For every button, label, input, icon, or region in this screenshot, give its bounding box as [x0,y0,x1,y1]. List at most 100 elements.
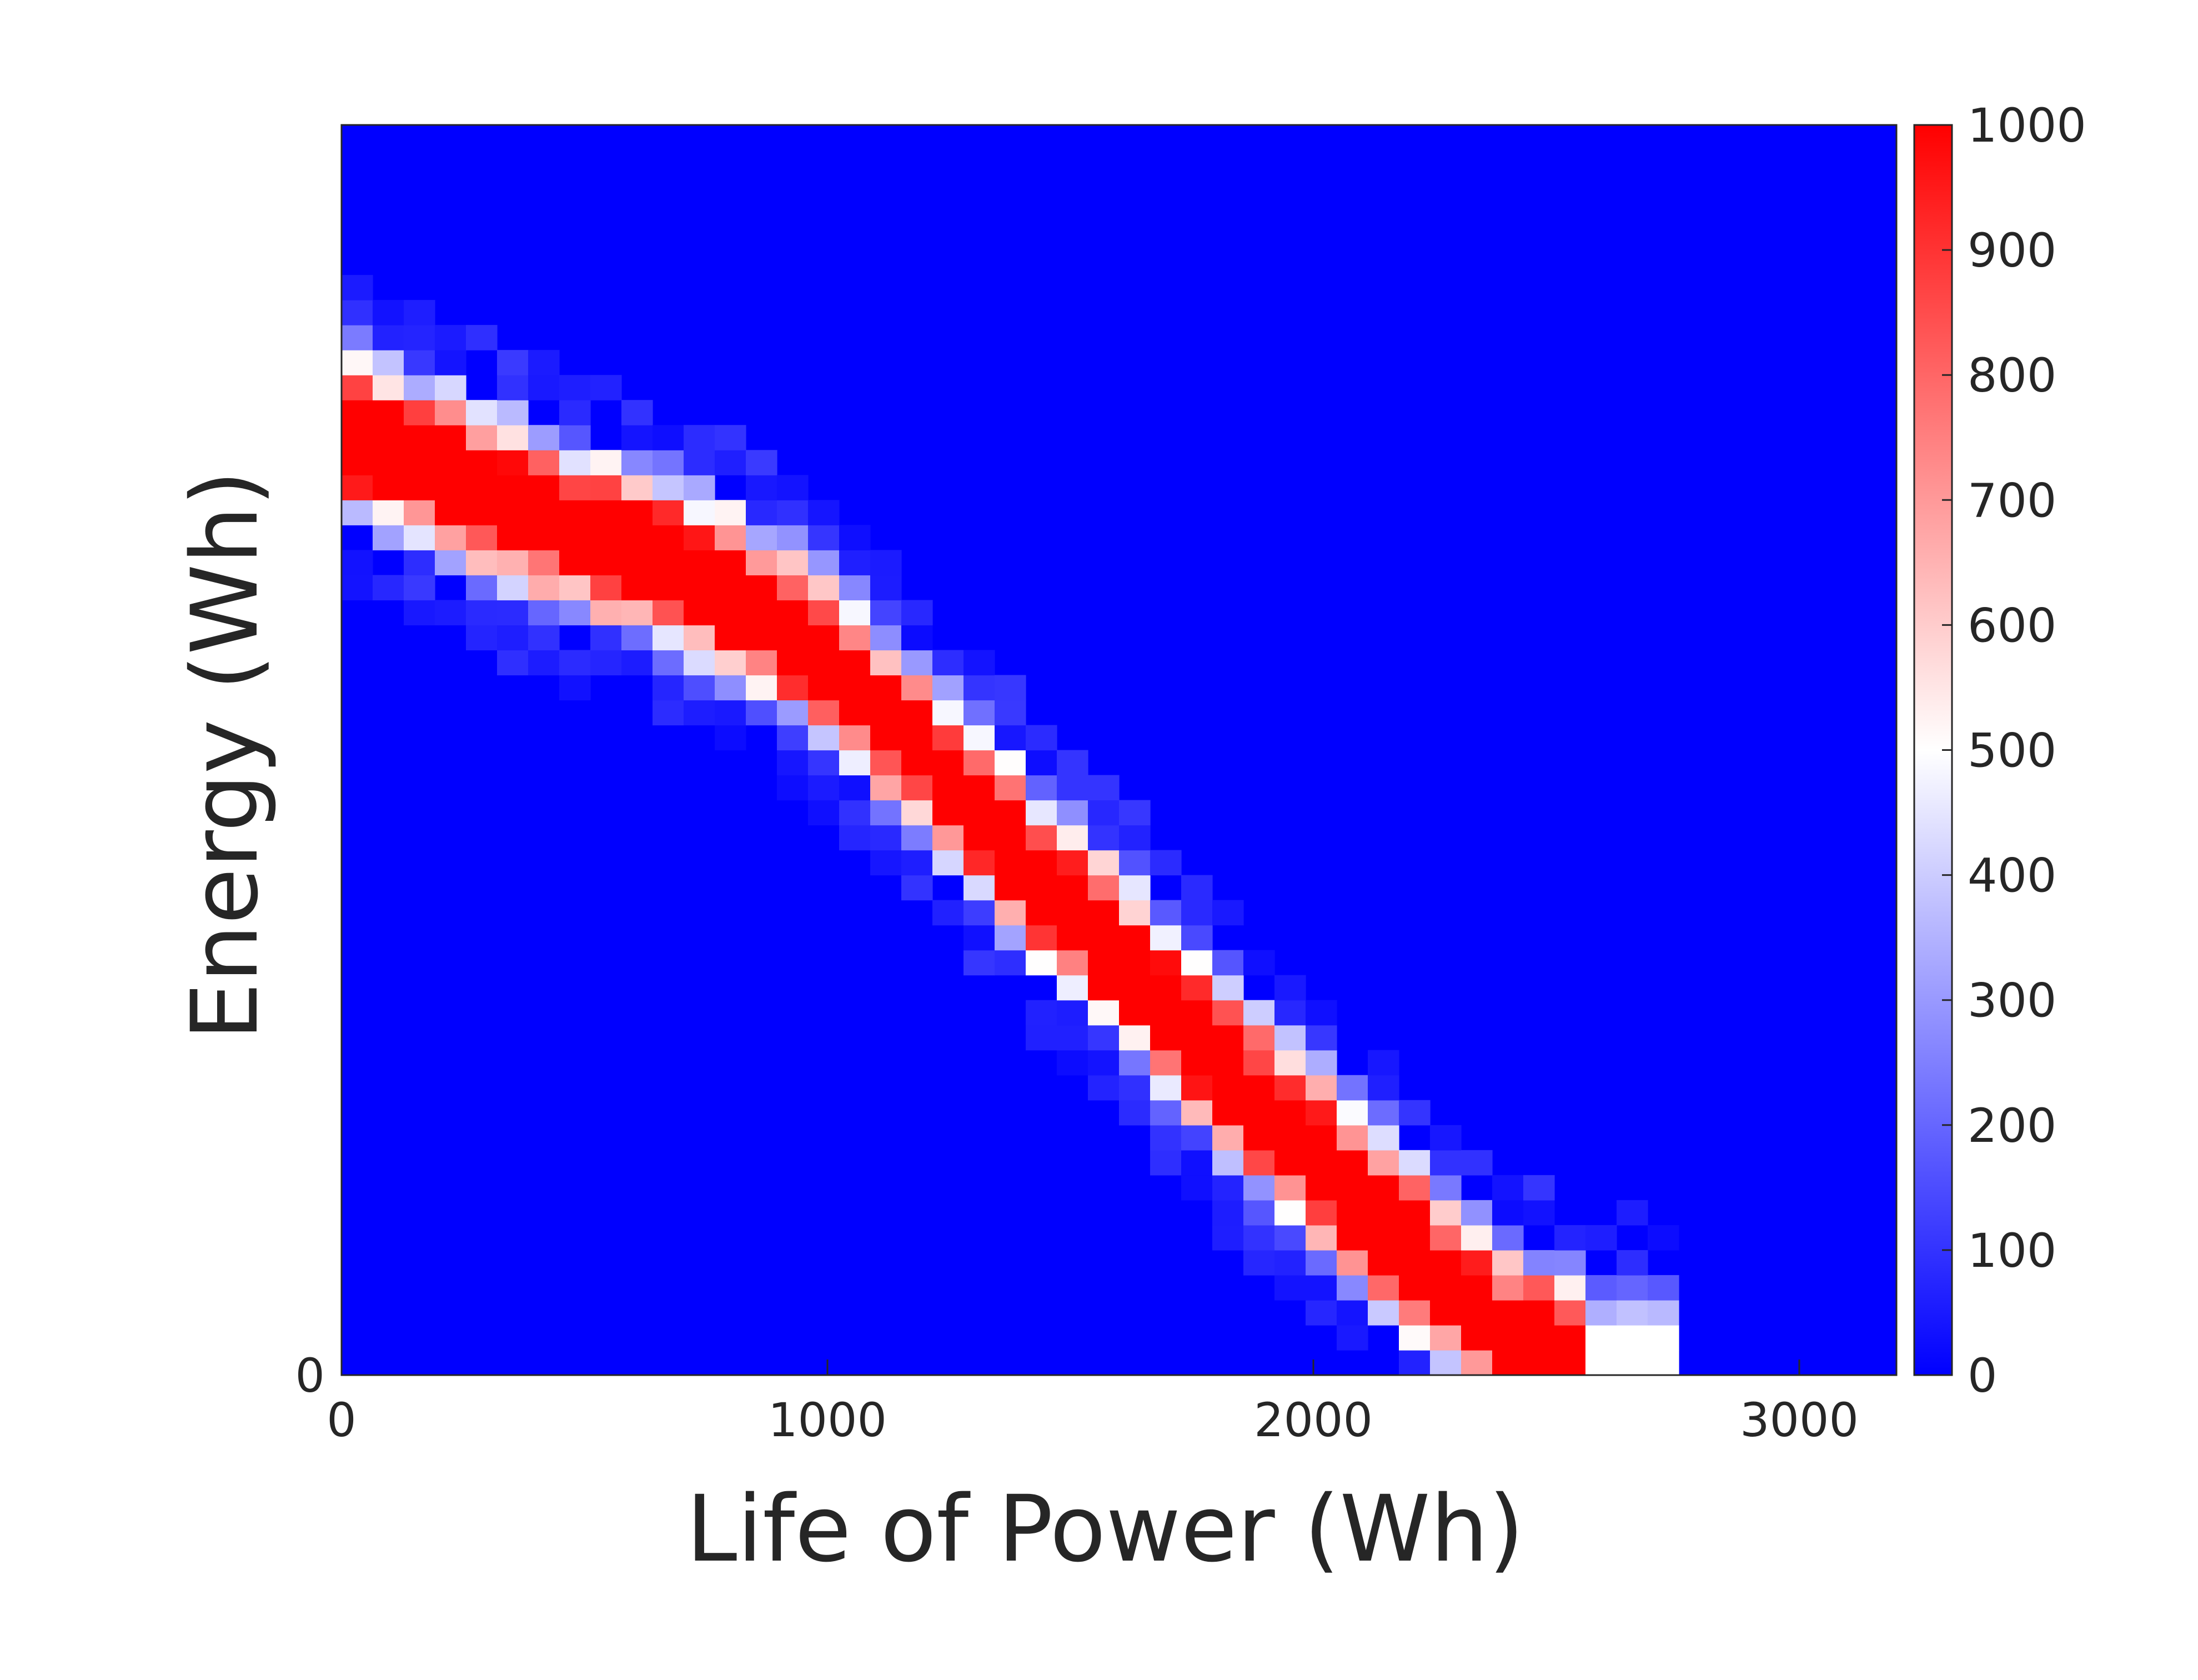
heatmap-cell [1337,1100,1368,1126]
colorbar-tick-label: 1000 [1968,98,2086,153]
heatmap-cell [1585,1350,1617,1376]
heatmap-cell [590,450,622,475]
heatmap-cell [1026,1025,1057,1051]
heatmap-cell [559,525,591,550]
heatmap-cell [1337,1250,1368,1276]
heatmap-cell [559,475,591,500]
heatmap-cell [1181,875,1213,901]
heatmap-cell [497,600,529,625]
heatmap-cell [963,675,995,701]
heatmap-cell [435,500,466,525]
heatmap-cell [746,650,777,676]
heatmap-cell [1150,950,1182,976]
heatmap-cell [1119,800,1151,826]
heatmap-cell [1057,975,1088,1001]
heatmap-cell [746,600,777,625]
heatmap-cell [1368,1300,1399,1326]
heatmap-cell [1212,950,1244,976]
heatmap-cell [559,425,591,450]
heatmap-cell [1181,900,1213,926]
heatmap-cell [1026,950,1057,976]
heatmap-cell [1243,1025,1275,1051]
heatmap-cell [1461,1200,1493,1226]
heatmap-cell [1648,1225,1679,1251]
heatmap-cell [1492,1250,1524,1276]
heatmap-cell [932,750,964,776]
heatmap-cell [684,425,715,450]
heatmap-cell [1306,1100,1337,1126]
heatmap-cell [1492,1325,1524,1351]
heatmap-cell [1430,1250,1462,1276]
heatmap-cell [1554,1300,1586,1326]
heatmap-cell [1648,1275,1679,1301]
heatmap-cell [901,825,933,851]
heatmap-cell [1026,750,1057,776]
heatmap-cell [1057,775,1088,801]
heatmap-cell [653,475,684,500]
heatmap-cell [932,825,964,851]
heatmap-cell [901,650,933,676]
heatmap-cell [808,700,840,726]
heatmap-cell [870,750,902,776]
heatmap-cell [497,475,529,500]
colorbar-tick-label: 900 [1968,223,2056,278]
heatmap-cell [1337,1175,1368,1201]
heatmap-cell [1337,1300,1368,1326]
heatmap-cell [1119,925,1151,951]
heatmap-cell [590,525,622,550]
heatmap-cell [684,550,715,575]
heatmap-cell [1617,1250,1648,1276]
heatmap-cell [342,500,373,525]
heatmap-cell [1399,1250,1431,1276]
heatmap-cell [528,575,560,600]
heatmap-cell [559,650,591,676]
heatmap-cell [559,600,591,625]
heatmap-cell [684,600,715,625]
heatmap-cell [1088,925,1120,951]
x-axis-ticks: 0 1000 2000 3000 [327,1360,1859,1447]
colorbar-tick-label: 300 [1968,974,2056,1028]
heatmap-cell [684,575,715,600]
x-tick-label: 2000 [1254,1393,1373,1447]
heatmap-cell [373,425,404,450]
heatmap-cell [528,500,560,525]
heatmap-cell [559,675,591,701]
heatmap-cell [1181,925,1213,951]
heatmap-cell [963,775,995,801]
heatmap-cell [1243,1150,1275,1176]
heatmap-cell [1337,1275,1368,1301]
heatmap-cell [963,925,995,951]
heatmap-cell [963,875,995,901]
heatmap-cell [839,825,871,851]
heatmap-cell [1337,1150,1368,1176]
heatmap-cell [1523,1175,1555,1201]
heatmap-cell [466,500,498,525]
heatmap-cell [1554,1275,1586,1301]
heatmap-cell [1461,1325,1493,1351]
heatmap-cell [1088,800,1120,826]
heatmap-cell [466,625,498,651]
heatmap-cell [995,900,1026,926]
heatmap-cell [1243,1050,1275,1076]
heatmap-cell [839,725,871,751]
heatmap-cell [590,600,622,625]
heatmap-cells [342,125,1896,1376]
heatmap-cell [1274,1025,1306,1051]
heatmap-cell [1057,875,1088,901]
heatmap-cell [1461,1250,1493,1276]
heatmap-cell [777,650,809,676]
heatmap-cell [373,350,404,375]
heatmap-cell [901,600,933,625]
heatmap-cell [373,400,404,425]
heatmap-cell [808,675,840,701]
heatmap-cell [621,625,653,651]
heatmap-cell [1212,900,1244,926]
y-axis-ticks: 0 [295,1348,357,1403]
heatmap-cell [1181,1100,1213,1126]
heatmap-cell [1119,1025,1151,1051]
heatmap-cell [870,575,902,600]
heatmap-cell [528,425,560,450]
heatmap-cell [870,625,902,651]
heatmap-cell [1212,1100,1244,1126]
heatmap-cell [1306,1175,1337,1201]
